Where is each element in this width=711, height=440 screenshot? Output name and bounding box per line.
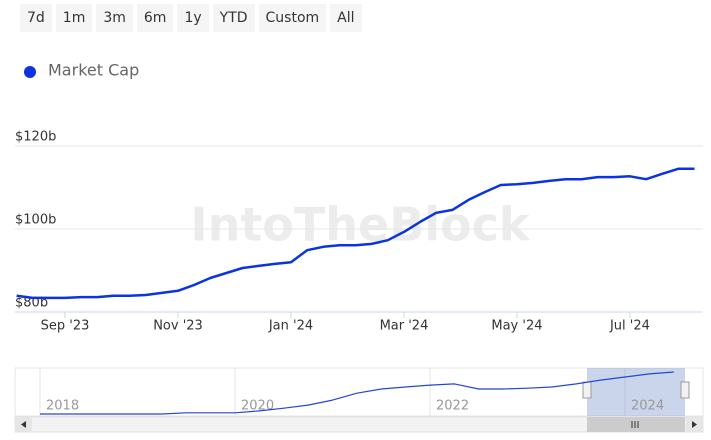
arrow-left [21,421,26,428]
x-tick-label: May '24 [491,319,542,334]
x-tick-label: 2022 [436,399,469,414]
legend-marker [24,66,36,78]
range-button[interactable]: 1y [177,4,209,32]
watermark: IntoTheBlock [190,198,530,252]
range-button[interactable]: 7d [20,4,52,32]
x-tick-label: Sep '23 [41,319,90,334]
thumb-grip [631,421,639,428]
x-tick-label: 2024 [631,399,664,414]
navigator-frame [14,367,704,417]
range-button[interactable]: 3m [96,4,133,32]
y-tick-label: $80b [15,296,48,311]
range-button[interactable]: YTD [212,4,255,32]
navigator-handle[interactable] [582,381,592,399]
x-tick-label: Mar '24 [380,319,429,334]
y-tick-label: $120b [15,130,56,145]
legend-label[interactable]: Market Cap [48,61,139,80]
range-buttons: 7d 1m 3m 6m 1y YTD Custom All [20,4,362,32]
scrollbar-thumb[interactable] [587,417,685,432]
y-tick-label: $100b [15,213,56,228]
range-button[interactable]: 6m [136,4,174,32]
line [16,167,695,300]
x-tick-label: Jul '24 [609,319,650,334]
x-tick-label: Jan '24 [268,319,313,334]
range-button[interactable]: Custom [258,4,327,32]
range-button[interactable]: All [330,4,362,32]
range-button[interactable]: 1m [55,4,93,32]
navigator-line [40,371,674,415]
navigator-handle[interactable] [680,381,690,399]
arrow-right [692,421,697,428]
x-tick-label: Nov '23 [153,319,203,334]
x-tick-label: 2018 [46,399,79,414]
